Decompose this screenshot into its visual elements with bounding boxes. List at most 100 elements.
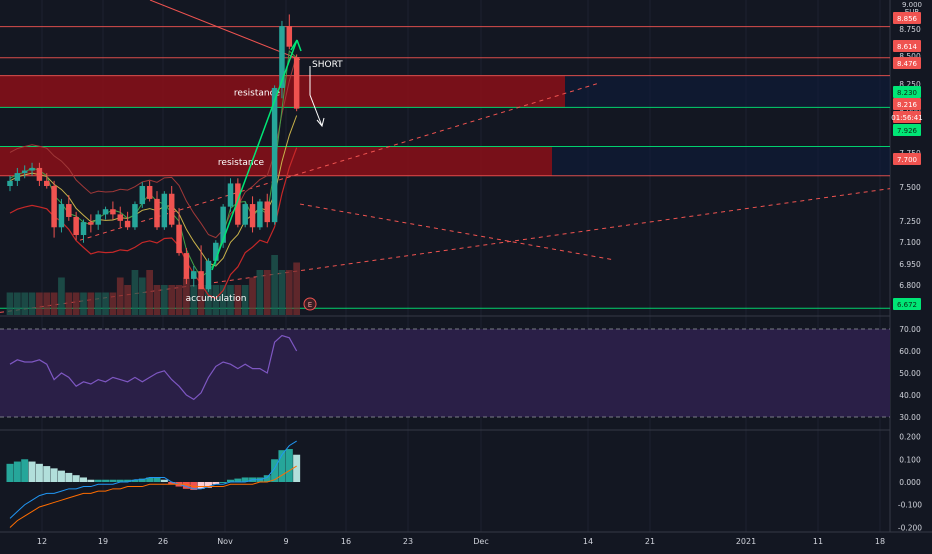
candle-body[interactable] [213,242,219,261]
candle-body[interactable] [146,186,153,199]
macd-histogram-bar [278,450,286,482]
candle-body[interactable] [235,183,241,225]
macd-histogram-bar [293,454,301,482]
time-axis-tick: 21 [645,537,655,546]
candle-body[interactable] [271,87,278,223]
rsi-axis-tick: 30.00 [899,413,921,422]
candle-body[interactable] [154,198,160,228]
volume-bar [102,292,109,315]
price-axis-tick: 6.950 [899,260,921,269]
arrow-up-line [211,39,298,271]
candle-body[interactable] [293,57,300,109]
candle-body[interactable] [95,214,101,225]
candle-body[interactable] [168,193,175,225]
candle-body[interactable] [264,201,271,223]
macd-histogram-bar [72,475,80,482]
bollinger-lower [9,147,298,299]
price-label-text: 7.926 [897,127,918,135]
candle-body[interactable] [183,253,190,279]
candle-body[interactable] [220,206,226,243]
candle-body[interactable] [242,204,248,225]
volume-bar [249,277,256,315]
candle-body[interactable] [21,170,28,174]
candle-body[interactable] [198,271,204,290]
price-label-box [893,98,921,110]
price-label-box [893,12,921,24]
candle-body[interactable] [257,201,263,228]
candle-body[interactable] [51,186,57,228]
arrow-up-head [290,39,302,52]
macd-axis-tick: -0.100 [898,501,922,510]
macd-histogram-bar [57,470,65,482]
candle-body[interactable] [58,204,65,228]
time-axis-tick: Dec [473,537,488,546]
macd-histogram-bar [21,459,29,482]
macd-axis-tick: -0.200 [898,523,922,532]
volume-bar [227,285,234,315]
price-axis-tick: 6.800 [899,281,921,290]
earnings-marker[interactable] [303,297,317,311]
macd-histogram-bar [109,479,117,482]
candle-body[interactable] [80,222,87,236]
rsi-axis-tick: 40.00 [899,391,921,400]
price-axis-tick: 8.250 [899,80,921,89]
candle-body[interactable] [249,204,256,228]
price-label-box [893,86,921,98]
time-axis-tick: 18 [875,537,885,546]
arrow-down-path [309,66,325,128]
candle-body[interactable] [176,224,182,254]
candle-body[interactable] [73,216,79,236]
candle-body[interactable] [132,204,138,228]
candle-body[interactable] [139,186,146,205]
bollinger-upper [9,54,298,239]
macd-axis-tick: 0.200 [899,433,921,442]
macd-histogram-bar [197,482,205,489]
time-axis-tick: 14 [583,537,593,546]
trendline-top [149,0,301,61]
price-label-box [893,124,921,136]
rsi-axis-tick: 60.00 [899,347,921,356]
time-axis-tick: 11 [813,537,823,546]
candle-body[interactable] [279,26,285,88]
candle-body[interactable] [124,220,131,228]
candle-body[interactable] [102,209,109,215]
volume-bar [109,292,117,315]
macd-histogram-bar [28,461,36,482]
volume-bar [65,292,73,315]
rsi-axis-tick: 50.00 [899,369,921,378]
candle-body[interactable] [36,167,43,181]
candle-body[interactable] [117,214,124,221]
price-label-text: 6.672 [897,301,917,309]
candle-body[interactable] [7,180,13,187]
macd-histogram-bar [116,479,124,482]
macd-histogram-bar [212,482,220,485]
candle-body[interactable] [66,204,72,217]
candle-body[interactable] [110,209,116,215]
accumulation-label: accumulation [186,294,247,304]
candle-body[interactable] [205,260,212,290]
price-label-text: 8.216 [897,101,918,109]
volume-bar [43,292,51,315]
candle-body[interactable] [161,193,168,228]
macd-histogram-bar [241,477,249,482]
macd-histogram-bar [102,479,110,482]
price-label-text: 8.476 [897,60,918,68]
macd-histogram-bar [138,478,146,482]
candle-body[interactable] [44,180,50,187]
candle-body[interactable] [227,183,234,207]
candle-body[interactable] [286,26,293,47]
macd-histogram-bar [153,477,161,482]
price-label-text: 7.700 [897,156,917,164]
candle-body[interactable] [88,222,94,225]
candle-body[interactable] [191,271,197,279]
candle-body[interactable] [14,173,21,181]
macd-histogram-bar [131,479,139,482]
volume-bar [285,270,293,315]
rsi-line [9,334,298,401]
volume-bar [94,292,102,315]
macd-histogram-bar [227,479,234,482]
price-label-box [893,298,921,310]
candle-body[interactable] [29,167,35,171]
